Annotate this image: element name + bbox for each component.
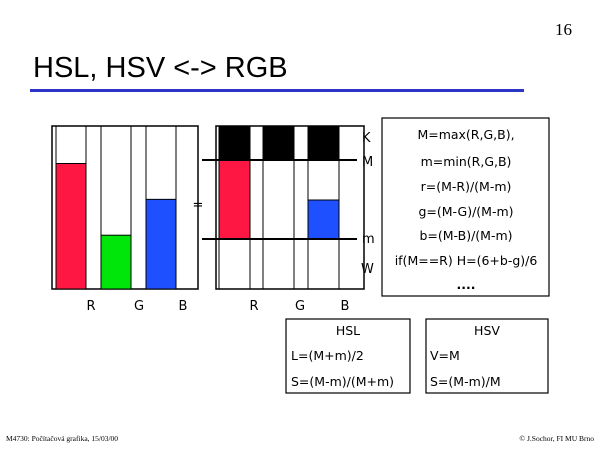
- left-bar-r-fill: [55, 162, 87, 290]
- formula-ellipsis: ....: [457, 277, 476, 292]
- right-bar-b-black: [308, 126, 339, 160]
- formula-line-1: M=max(R,G,B),: [417, 127, 514, 142]
- level-label-W: W: [361, 262, 374, 277]
- right-bar-r-black: [219, 126, 250, 160]
- formula-line-6: if(M==R) H=(6+b-g)/6: [395, 253, 538, 268]
- level-label-M: M: [362, 155, 373, 170]
- right-label-r: R: [249, 299, 258, 314]
- page-number: 16: [555, 20, 572, 39]
- hsv-row-2: S=(M-m)/M: [430, 374, 501, 389]
- level-label-m: m: [362, 232, 375, 247]
- footer-right: © J.Sochor, FI MU Brno: [519, 434, 594, 443]
- hsv-row-1: V=M: [430, 348, 460, 363]
- hsv-header: HSV: [474, 323, 500, 338]
- footer-left: M4730: Počítačová grafika, 15/03/00: [6, 434, 118, 443]
- hsl-header: HSL: [336, 323, 360, 338]
- right-label-g: G: [295, 299, 305, 314]
- equals-sign: =: [193, 198, 204, 213]
- formula-line-4: g=(M-G)/(M-m): [418, 204, 513, 219]
- title-underline: [30, 89, 524, 92]
- left-label-g: G: [134, 299, 144, 314]
- left-bar-b-fill: [145, 198, 177, 290]
- formula-box: [381, 117, 550, 297]
- hsl-row-1: L=(M+m)/2: [291, 348, 364, 363]
- hsl-row-2: S=(M-m)/(M+m): [291, 374, 394, 389]
- left-bar-g-fill: [100, 234, 132, 290]
- right-bar-b-segment: [307, 199, 340, 240]
- right-chart: R G B: [202, 125, 365, 314]
- right-bar-g-black: [263, 126, 294, 160]
- formula-line-2: m=min(R,G,B): [421, 154, 512, 169]
- level-label-K: K: [362, 131, 371, 146]
- hsv-box: [425, 318, 549, 394]
- formula-line-3: r=(M-R)/(M-m): [421, 179, 512, 194]
- right-bar-r-segment: [218, 159, 251, 240]
- left-chart: R G B: [51, 125, 199, 314]
- right-label-b: B: [341, 299, 350, 314]
- slide-title: HSL, HSV <-> RGB: [33, 52, 288, 84]
- left-label-b: B: [179, 299, 188, 314]
- formula-line-5: b=(M-B)/(M-m): [419, 228, 512, 243]
- left-label-r: R: [86, 299, 95, 314]
- hsl-box: [285, 318, 411, 394]
